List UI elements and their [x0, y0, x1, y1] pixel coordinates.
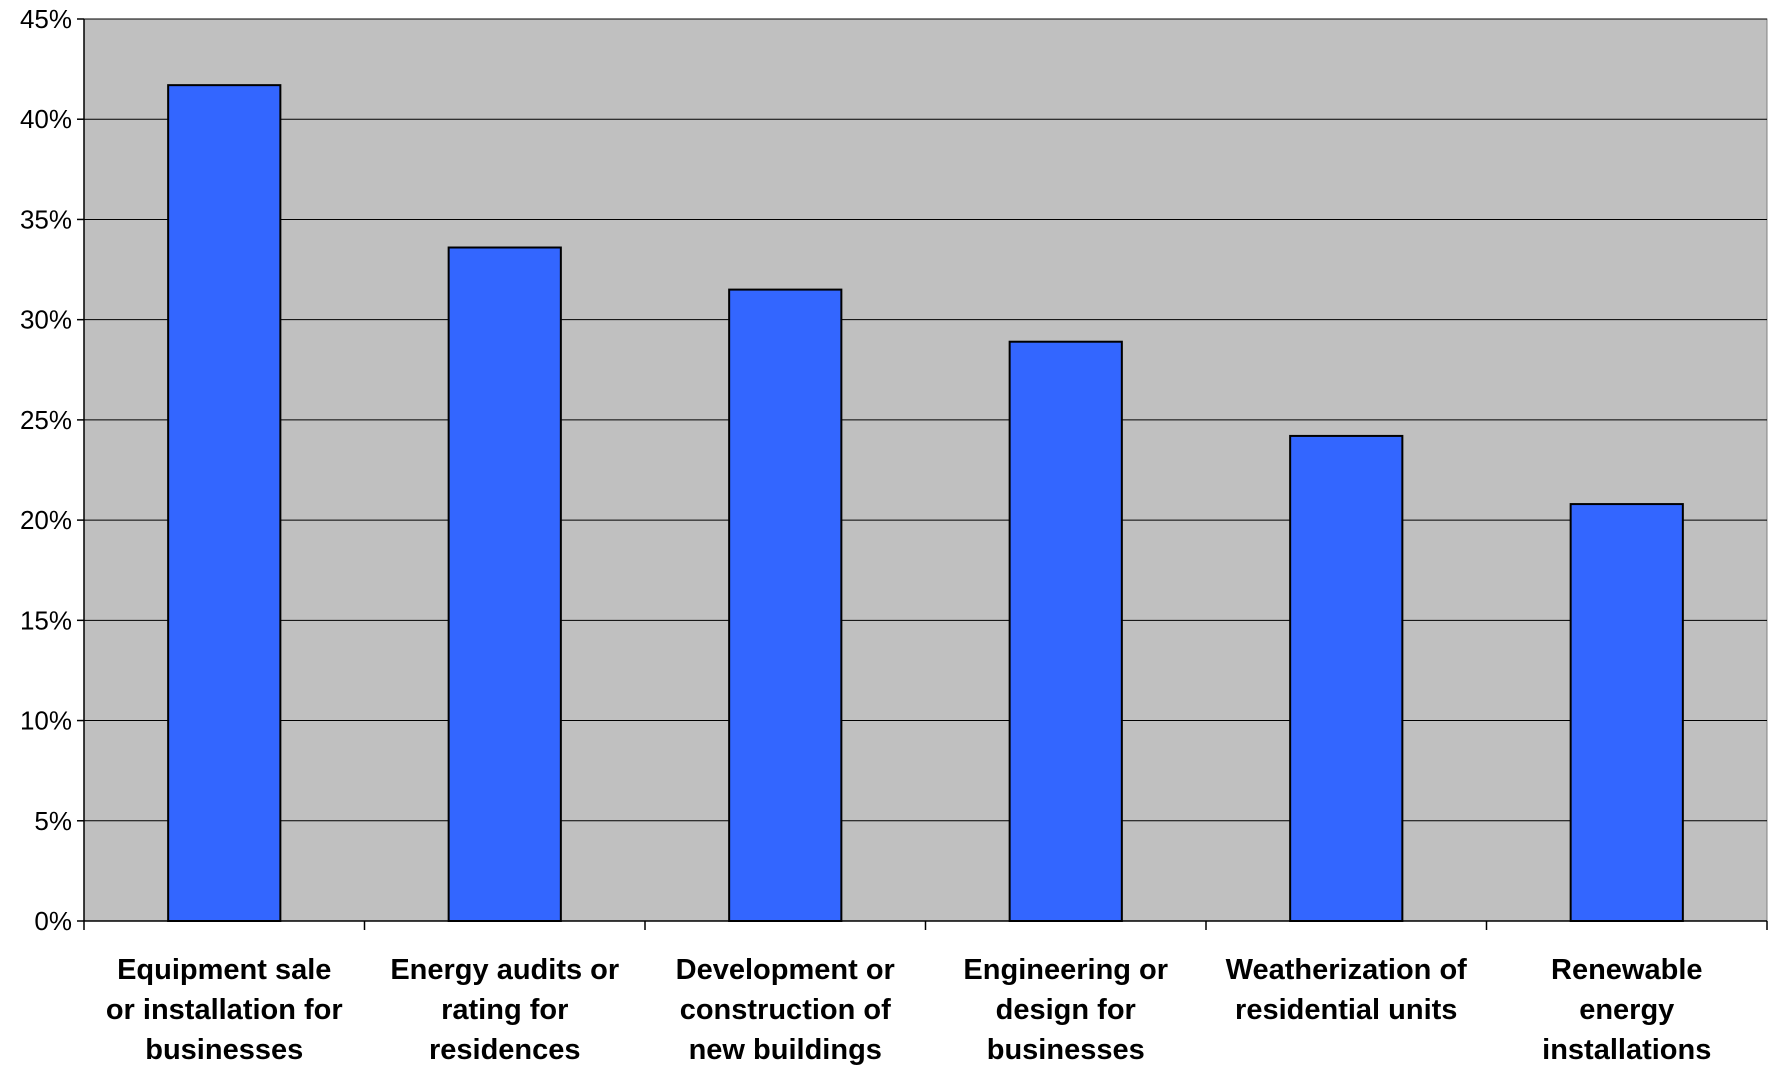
- y-tick-label: 40%: [20, 104, 72, 134]
- y-tick-label: 30%: [20, 305, 72, 335]
- bar: [447, 246, 562, 923]
- bar: [1008, 340, 1123, 922]
- x-axis-ticks: [83, 921, 1768, 930]
- category-labels: Equipment sale or installation for busines…: [106, 954, 1712, 1066]
- y-tick-label: 15%: [20, 605, 72, 635]
- y-tick-label: 0%: [34, 906, 72, 936]
- bar: [1569, 503, 1684, 922]
- y-axis-ticks: 0% 5% 10% 15% 20% 25% 30% 35% 40% 45%: [20, 4, 84, 936]
- category-label: Engineering or design for businesses: [963, 954, 1168, 1066]
- y-tick-label: 25%: [20, 405, 72, 435]
- grid-lines: [84, 18, 1767, 822]
- category-label: Development or construction of new buildin…: [676, 954, 895, 1066]
- category-label: Weatherization of residential units: [1226, 954, 1467, 1026]
- plot-area: [83, 18, 1768, 922]
- y-tick-label: 10%: [20, 706, 72, 736]
- y-tick-label: 35%: [20, 204, 72, 234]
- category-label: Energy audits or rating for residences: [390, 954, 619, 1066]
- category-label: Renewable energy installations: [1542, 954, 1711, 1066]
- bar: [1289, 434, 1404, 922]
- y-tick-label: 5%: [34, 806, 72, 836]
- bar: [728, 288, 843, 923]
- y-tick-label: 45%: [20, 4, 72, 34]
- bar: [167, 84, 282, 922]
- category-label: Equipment sale or installation for busines…: [106, 954, 343, 1066]
- bars: [167, 84, 1684, 923]
- y-tick-label: 20%: [20, 505, 72, 535]
